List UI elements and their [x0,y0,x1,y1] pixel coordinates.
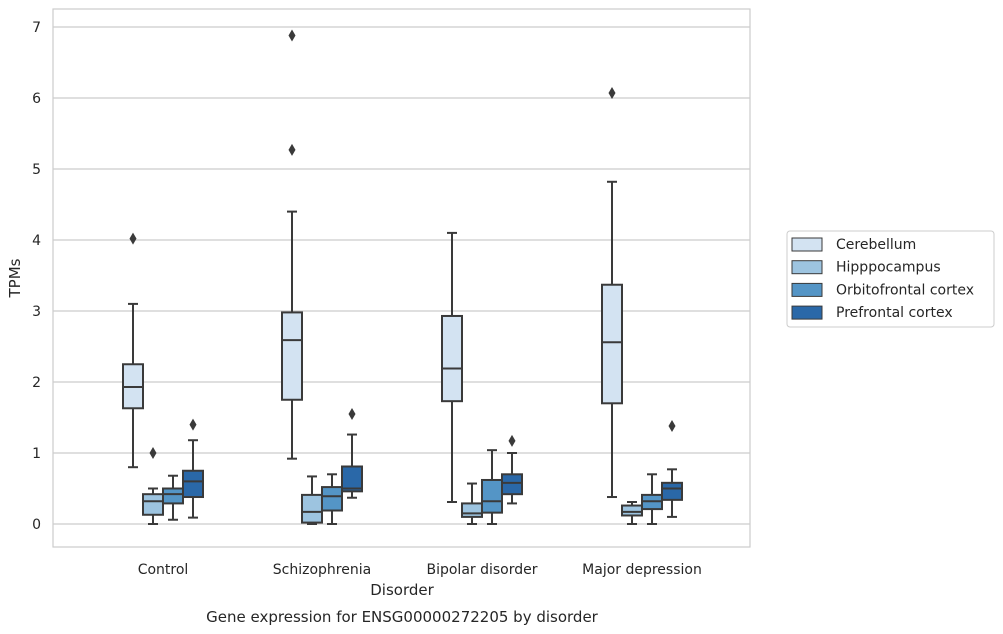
y-axis-label: TPMs [6,258,24,298]
x-tick-label: Control [138,562,189,578]
legend-label: Cerebellum [836,237,916,253]
plot-area [53,9,750,547]
box-iqr [661,481,683,501]
outlier-point [288,29,296,42]
legend-label: Hipppocampus [836,260,941,276]
box-iqr [182,469,204,499]
box-0-0 [122,232,144,469]
x-tick-label: Schizophrenia [273,562,371,578]
box-1-3 [621,500,643,525]
y-tick-label: 0 [32,517,41,533]
box-iqr [601,283,623,405]
box-2-0 [162,474,184,521]
box-2-3 [641,473,663,525]
x-tick-label: Bipolar disorder [426,562,537,578]
box-2-1 [321,473,343,525]
legend-swatch [791,260,823,275]
y-tick-label: 1 [32,446,41,462]
y-tick-labels: 0 1 2 3 4 5 6 7 [32,20,41,533]
box-3-3 [661,420,683,518]
box-iqr [441,314,463,403]
box-iqr [461,502,483,518]
x-tick-label: Major depression [582,562,702,578]
y-tick-label: 7 [32,20,41,36]
box-3-2 [501,434,523,505]
grid-lines [53,26,750,525]
x-axis-label: Disorder [370,581,434,599]
box-iqr [301,493,323,524]
box-1-0 [142,447,164,525]
legend-swatch [791,282,823,297]
outlier-point [129,232,137,245]
box-iqr [341,465,363,493]
box-2-2 [481,449,503,525]
box-iqr [321,486,343,512]
box-1-2 [461,482,483,525]
outlier-point [348,407,356,420]
outlier-point [189,418,197,431]
box-iqr [281,311,303,401]
outlier-point [508,434,516,447]
chart-title: Gene expression for ENSG00000272205 by d… [206,608,599,626]
box-0-1 [281,29,303,460]
y-tick-label: 6 [32,91,41,107]
legend-label: Orbitofrontal cortex [836,282,974,298]
plot-frame [52,8,751,548]
outlier-point [149,447,157,459]
outlier-point [608,87,616,100]
box-iqr [162,487,184,505]
box-iqr [501,473,523,496]
box-iqr [142,493,164,516]
box-3-1 [341,407,363,499]
box-0-3 [601,87,623,499]
legend-frame [786,230,995,328]
box-iqr [481,478,503,514]
legend: Cerebellum Hipppocampus Orbitofrontal cort… [786,230,995,328]
box-1-1 [301,475,323,525]
x-tick-labels: Control Schizophrenia Bipolar disorder Majo… [138,562,702,578]
box-iqr [621,504,643,517]
outlier-point [288,143,296,156]
y-tick-label: 5 [32,162,41,178]
outlier-point [668,420,676,433]
boxes-layer [122,29,683,525]
legend-swatch [791,237,823,252]
legend-swatch [791,305,823,320]
y-tick-label: 3 [32,304,41,320]
box-3-0 [182,418,204,519]
box-0-2 [441,231,463,503]
y-tick-label: 4 [32,233,41,249]
y-tick-label: 2 [32,375,41,391]
legend-label: Prefrontal cortex [836,305,953,321]
